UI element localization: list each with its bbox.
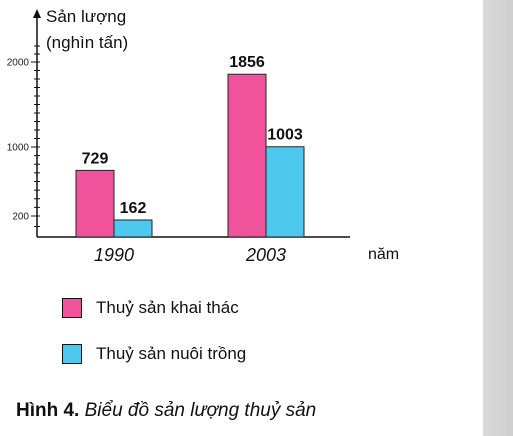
figure-caption: Hình 4. Biểu đồ sản lượng thuỷ sản [16,400,316,422]
figure-number: Hình 4. [16,400,80,421]
y-axis-label-line1: Sản lượng [46,7,126,26]
x-axis-label: năm [368,246,399,263]
x-category-label: 1990 [94,245,134,265]
y-axis-arrow-icon [33,9,41,18]
legend-item-khai-thac: Thuỷ sản khai thác [62,296,239,320]
legend-label-khai-thac: Thuỷ sản khai thác [96,298,239,317]
legend-item-nuoi-trong: Thuỷ sản nuôi trồng [62,342,246,366]
data-label: 1856 [229,54,265,71]
bars-group: 729 162 1990 1856 1003 2003 [75,54,305,265]
side-strip [483,0,513,436]
figure-title: Biểu đồ sản lượng thuỷ sản [84,400,317,421]
data-label: 1003 [267,127,303,144]
data-label: 729 [82,150,109,167]
y-tick-label: 200 [12,212,29,223]
x-category-label: 2003 [245,245,286,265]
bar [227,73,267,238]
y-tick-label: 2000 [7,58,30,69]
legend-label-nuoi-trong: Thuỷ sản nuôi trồng [96,344,247,363]
bar [75,169,115,238]
data-label: 162 [120,200,147,217]
bar [265,146,305,238]
bar-chart: Sản lượng (nghìn tấn) 200 1000 2000 729 162… [7,7,399,265]
y-tick-label: 1000 [7,143,30,154]
legend-swatch-khai-thac [62,298,82,318]
legend-swatch-nuoi-trong [62,344,82,364]
y-axis-label-line2: (nghìn tấn) [46,33,128,52]
bar [113,219,153,238]
